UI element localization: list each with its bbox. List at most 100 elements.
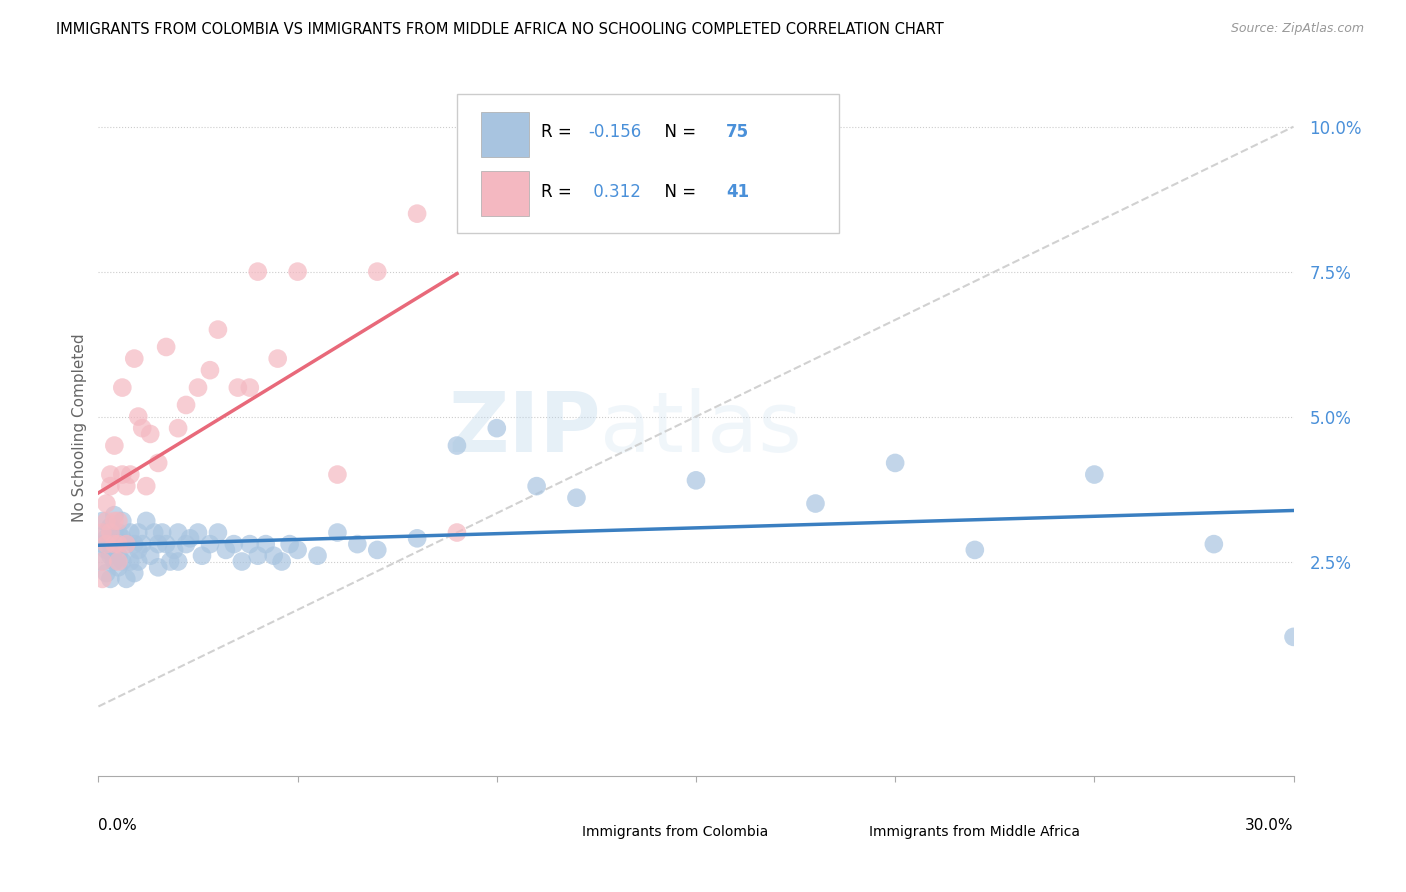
Point [1083, 467, 1105, 482]
Point [446, 439, 468, 453]
Point [287, 542, 309, 557]
Point [685, 473, 707, 487]
Point [526, 479, 548, 493]
Point [96, 566, 118, 581]
Point [115, 479, 138, 493]
Point [485, 421, 508, 435]
Point [111, 554, 134, 569]
Point [120, 525, 142, 540]
Point [222, 537, 245, 551]
Point [107, 514, 129, 528]
Point [267, 351, 290, 366]
Point [565, 491, 588, 505]
Point [103, 525, 125, 540]
Text: 75: 75 [725, 123, 749, 142]
Text: R =: R = [541, 123, 576, 142]
Point [198, 537, 221, 551]
Point [127, 542, 149, 557]
Text: IMMIGRANTS FROM COLOMBIA VS IMMIGRANTS FROM MIDDLE AFRICA NO SCHOOLING COMPLETED: IMMIGRANTS FROM COLOMBIA VS IMMIGRANTS F… [56, 22, 943, 37]
Point [326, 467, 349, 482]
Point [366, 264, 388, 278]
Point [111, 532, 134, 546]
Point [98, 519, 122, 533]
Point [446, 525, 468, 540]
Point [107, 537, 129, 551]
Point [103, 514, 125, 528]
Point [115, 572, 138, 586]
Text: Immigrants from Middle Africa: Immigrants from Middle Africa [869, 825, 1080, 838]
Point [326, 525, 349, 540]
Point [103, 542, 125, 557]
FancyBboxPatch shape [457, 95, 839, 234]
Text: N =: N = [654, 123, 702, 142]
Point [111, 514, 134, 528]
Point [884, 456, 907, 470]
FancyBboxPatch shape [815, 818, 858, 846]
Point [96, 542, 118, 557]
Point [139, 426, 162, 441]
Point [107, 560, 129, 574]
Y-axis label: No Schooling Completed: No Schooling Completed [72, 334, 87, 523]
Point [127, 525, 149, 540]
Point [148, 456, 170, 470]
Point [124, 537, 146, 551]
Point [91, 537, 114, 551]
Point [124, 566, 146, 581]
Point [963, 542, 986, 557]
Point [96, 514, 118, 528]
Point [187, 525, 209, 540]
Point [98, 525, 122, 540]
Point [91, 554, 114, 569]
Point [198, 363, 221, 377]
Text: R =: R = [541, 183, 576, 201]
Point [96, 537, 118, 551]
Point [91, 554, 114, 569]
Point [346, 537, 368, 551]
Point [155, 340, 177, 354]
Point [270, 554, 292, 569]
Point [127, 554, 149, 569]
Point [91, 514, 114, 528]
FancyBboxPatch shape [481, 170, 529, 216]
Point [163, 542, 186, 557]
Point [159, 554, 181, 569]
Point [103, 537, 125, 551]
Point [150, 525, 173, 540]
Point [307, 549, 329, 563]
Point [103, 554, 125, 569]
Point [107, 554, 129, 569]
Point [91, 525, 114, 540]
FancyBboxPatch shape [529, 818, 571, 846]
Text: 41: 41 [725, 183, 749, 201]
Point [406, 532, 429, 546]
Point [98, 467, 122, 482]
Text: 0.312: 0.312 [589, 183, 641, 201]
Point [167, 421, 190, 435]
Point [366, 542, 388, 557]
Text: 0.0%: 0.0% [98, 818, 138, 833]
Point [167, 525, 190, 540]
Point [96, 525, 118, 540]
Point [111, 467, 134, 482]
Point [148, 537, 170, 551]
Point [1202, 537, 1225, 551]
Point [131, 421, 153, 435]
Point [278, 537, 301, 551]
Point [246, 549, 269, 563]
Point [107, 549, 129, 563]
Point [131, 537, 153, 551]
Point [246, 264, 269, 278]
Point [111, 380, 134, 394]
Point [187, 380, 209, 394]
Point [98, 537, 122, 551]
Point [91, 572, 114, 586]
Point [254, 537, 277, 551]
Point [226, 380, 249, 394]
Point [98, 572, 122, 586]
Point [98, 479, 122, 493]
Point [155, 537, 177, 551]
Point [98, 549, 122, 563]
Point [1282, 630, 1305, 644]
Point [135, 514, 157, 528]
Point [239, 537, 262, 551]
